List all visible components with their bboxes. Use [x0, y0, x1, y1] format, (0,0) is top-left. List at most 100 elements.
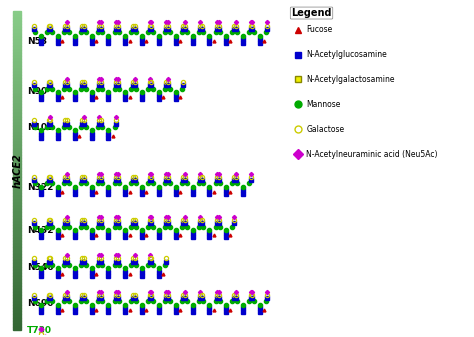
- Text: N103: N103: [27, 123, 54, 132]
- Bar: [13, 209, 21, 212]
- Bar: [13, 75, 21, 79]
- Bar: [13, 327, 21, 330]
- Bar: [13, 142, 21, 145]
- Bar: [13, 161, 21, 164]
- Bar: [13, 193, 21, 196]
- Bar: [13, 244, 21, 247]
- Bar: [13, 273, 21, 276]
- Text: N546: N546: [27, 263, 54, 272]
- Bar: [13, 47, 21, 50]
- Bar: [13, 241, 21, 244]
- Bar: [13, 251, 21, 254]
- Text: Legend: Legend: [292, 8, 332, 18]
- Bar: [13, 126, 21, 129]
- Bar: [13, 69, 21, 72]
- Bar: [13, 104, 21, 107]
- Text: Fucose: Fucose: [306, 25, 332, 34]
- Bar: [13, 187, 21, 190]
- Bar: [13, 267, 21, 270]
- Bar: [13, 238, 21, 241]
- Bar: [13, 299, 21, 302]
- Bar: [13, 228, 21, 232]
- Bar: [13, 216, 21, 219]
- Text: T730: T730: [27, 326, 52, 335]
- Bar: [13, 184, 21, 187]
- Bar: [13, 177, 21, 180]
- Text: hACE2: hACE2: [12, 153, 22, 188]
- Text: N690: N690: [27, 299, 54, 308]
- Bar: [13, 171, 21, 174]
- Bar: [13, 50, 21, 53]
- Bar: [13, 324, 21, 327]
- Bar: [13, 302, 21, 305]
- Text: N432: N432: [27, 226, 54, 235]
- Bar: [13, 53, 21, 56]
- Bar: [13, 117, 21, 120]
- Bar: [13, 295, 21, 299]
- Bar: [13, 168, 21, 171]
- Bar: [13, 164, 21, 168]
- Bar: [13, 101, 21, 104]
- Bar: [13, 149, 21, 152]
- Bar: [13, 114, 21, 117]
- Bar: [13, 264, 21, 267]
- Bar: [13, 260, 21, 264]
- Bar: [13, 21, 21, 24]
- Text: N-Acetylglucosamine: N-Acetylglucosamine: [306, 50, 387, 59]
- Bar: [13, 321, 21, 324]
- Bar: [13, 174, 21, 177]
- Bar: [13, 97, 21, 101]
- Bar: [13, 11, 21, 14]
- Bar: [13, 43, 21, 47]
- Bar: [13, 257, 21, 260]
- Bar: [13, 24, 21, 27]
- Bar: [13, 110, 21, 114]
- Text: Mannose: Mannose: [306, 100, 341, 109]
- Bar: [13, 27, 21, 31]
- Bar: [13, 14, 21, 18]
- Bar: [13, 40, 21, 43]
- Bar: [13, 145, 21, 149]
- Bar: [13, 276, 21, 279]
- Bar: [13, 235, 21, 238]
- Bar: [13, 82, 21, 85]
- Bar: [13, 66, 21, 69]
- Bar: [13, 123, 21, 126]
- Text: Galactose: Galactose: [306, 125, 345, 134]
- Bar: [13, 305, 21, 308]
- Bar: [13, 289, 21, 292]
- Bar: [13, 132, 21, 136]
- Bar: [13, 85, 21, 88]
- Bar: [13, 91, 21, 94]
- Text: N322: N322: [27, 183, 54, 192]
- Bar: [13, 180, 21, 184]
- Bar: [13, 136, 21, 139]
- Bar: [13, 219, 21, 222]
- Bar: [13, 311, 21, 314]
- Bar: [13, 88, 21, 91]
- Bar: [13, 200, 21, 203]
- Bar: [13, 94, 21, 97]
- Bar: [13, 317, 21, 321]
- Text: N-Acetylgalactosamine: N-Acetylgalactosamine: [306, 75, 395, 84]
- Bar: [13, 314, 21, 317]
- Bar: [13, 129, 21, 132]
- Text: N53: N53: [27, 37, 47, 46]
- Bar: [13, 79, 21, 82]
- Bar: [13, 286, 21, 289]
- Bar: [13, 152, 21, 155]
- Bar: [13, 18, 21, 21]
- Bar: [13, 139, 21, 142]
- Bar: [13, 225, 21, 228]
- Bar: [13, 56, 21, 59]
- Bar: [13, 270, 21, 273]
- Bar: [13, 212, 21, 216]
- Bar: [13, 120, 21, 123]
- Bar: [13, 254, 21, 257]
- Bar: [13, 203, 21, 206]
- Bar: [13, 158, 21, 161]
- Bar: [13, 232, 21, 235]
- Bar: [13, 34, 21, 37]
- Bar: [13, 72, 21, 75]
- Text: N-Acetylneuraminic acid (Neu5Ac): N-Acetylneuraminic acid (Neu5Ac): [306, 150, 438, 159]
